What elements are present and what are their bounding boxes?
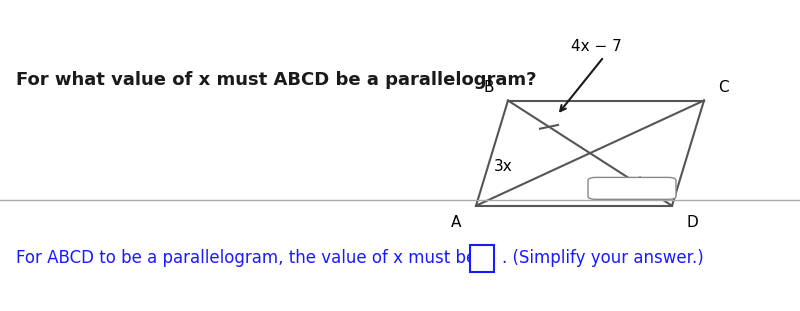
Text: C: C [718,80,729,95]
Text: 3x: 3x [494,159,513,174]
Text: D: D [686,215,698,230]
Text: For what value of x must ABCD be a​ parallelogram?: For what value of x must ABCD be a​ para… [16,71,537,89]
FancyBboxPatch shape [470,245,494,272]
Text: . (Simplify your answer.): . (Simplify your answer.) [502,249,703,267]
Text: A: A [451,215,462,230]
Text: For ABCD to be a parallelogram, the value of x must be: For ABCD to be a parallelogram, the valu… [16,249,476,267]
Text: ...: ... [626,182,638,195]
FancyBboxPatch shape [588,177,676,199]
Text: 4x − 7: 4x − 7 [570,39,622,54]
Text: B: B [483,80,494,95]
